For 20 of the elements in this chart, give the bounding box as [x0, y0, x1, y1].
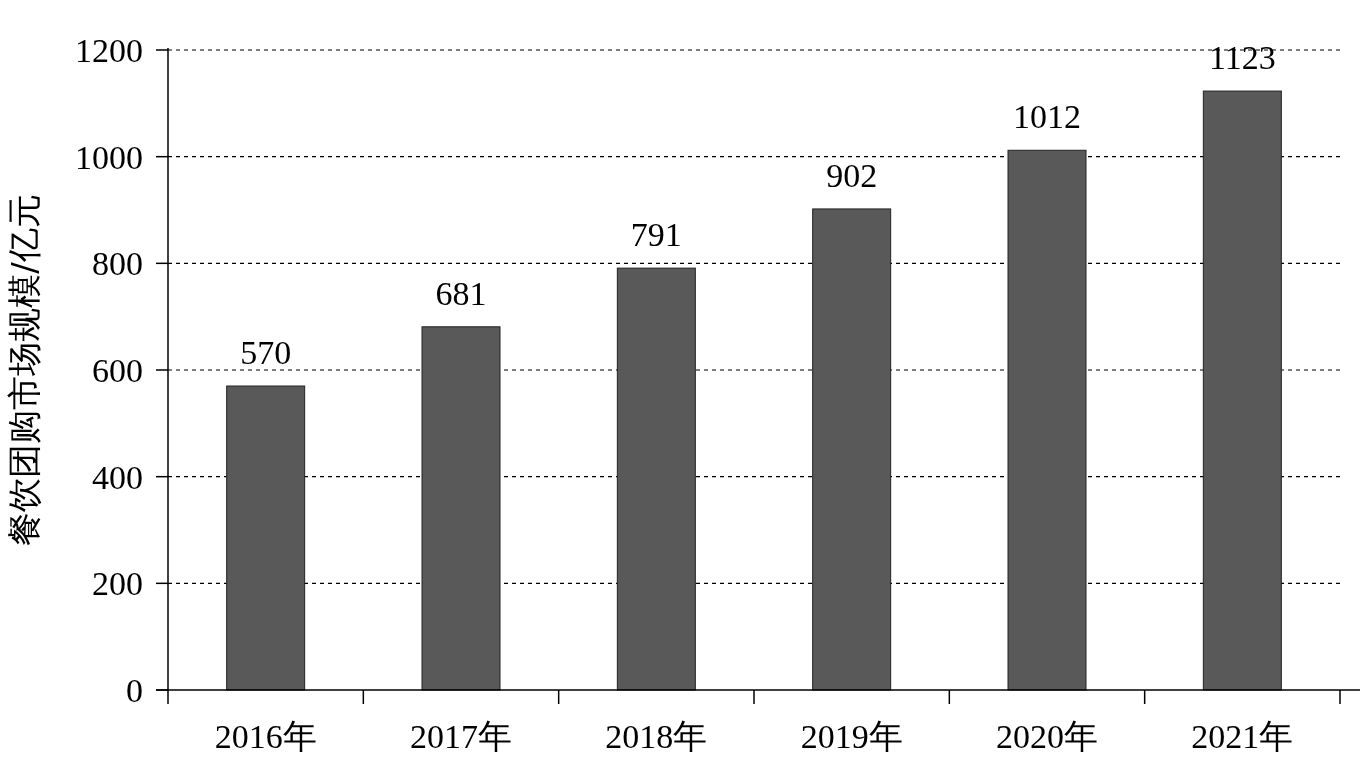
y-tick-label: 800 — [92, 245, 143, 283]
y-axis-title: 餐饮团购市场规模/亿元 — [4, 194, 44, 546]
data-label: 681 — [435, 274, 487, 312]
x-tick-label: 2017年 — [410, 718, 512, 755]
y-tick-label: 0 — [126, 672, 143, 709]
data-label: 1123 — [1208, 39, 1276, 77]
y-tick-label: 400 — [92, 458, 143, 496]
x-tick-label: 2018年 — [605, 718, 708, 755]
data-label: 902 — [826, 156, 878, 194]
y-tick-label: 1200 — [75, 32, 143, 69]
x-tick-label: 2016年 — [214, 718, 317, 755]
y-tick-label: 600 — [92, 352, 143, 389]
x-tick-label: 2020年 — [996, 718, 1098, 755]
x-tick-label: 2021年 — [1191, 718, 1294, 755]
y-tick-label: 200 — [92, 565, 143, 603]
y-tick-label: 1000 — [75, 138, 143, 176]
data-label: 1012 — [1013, 98, 1081, 136]
data-label: 570 — [240, 334, 292, 371]
x-tick-label: 2019年 — [800, 718, 903, 755]
data-label: 791 — [630, 216, 682, 254]
